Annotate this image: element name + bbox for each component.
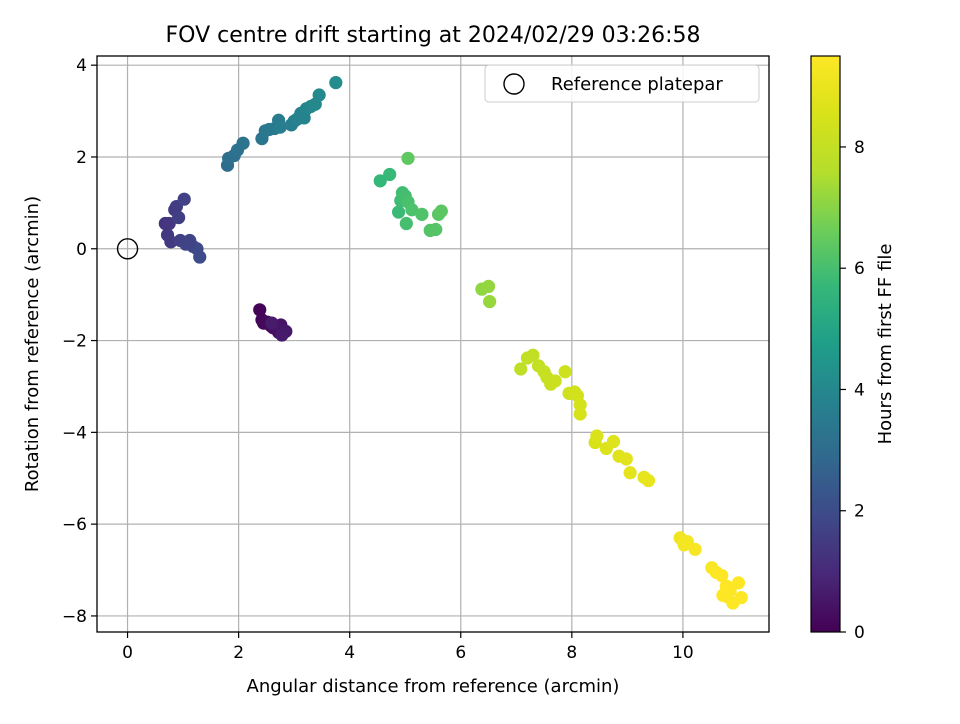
- data-point: [688, 542, 702, 556]
- data-point: [401, 151, 415, 165]
- x-tick-label: 10: [672, 643, 694, 663]
- x-tick-label: 8: [566, 643, 577, 663]
- colorbar-tick-label: 8: [854, 138, 865, 158]
- data-point: [329, 76, 343, 90]
- data-point: [573, 407, 587, 421]
- y-tick-label: −4: [62, 423, 87, 443]
- data-point: [514, 362, 528, 376]
- data-point: [573, 398, 587, 412]
- colorbar-tick-label: 0: [854, 623, 865, 643]
- reference-platepar-marker: [116, 238, 139, 260]
- data-point: [391, 205, 406, 219]
- data-point: [177, 192, 191, 206]
- data-point: [526, 348, 540, 362]
- x-tick-label: 2: [233, 643, 244, 663]
- colorbar-tick-label: 4: [854, 380, 865, 400]
- data-point: [265, 316, 279, 330]
- data-point: [405, 203, 419, 217]
- data-point: [548, 374, 562, 388]
- data-point: [619, 452, 633, 466]
- data-point: [558, 365, 572, 379]
- y-tick-label: 0: [76, 240, 87, 260]
- data-point: [273, 120, 287, 134]
- data-point: [715, 568, 729, 583]
- y-tick-label: 2: [76, 148, 87, 168]
- data-point: [383, 167, 397, 182]
- data-point: [172, 210, 186, 225]
- legend-box: [484, 64, 760, 103]
- data-point: [731, 576, 746, 590]
- data-points: [158, 76, 748, 610]
- data-point: [641, 473, 656, 488]
- x-tick-label: 0: [122, 643, 133, 663]
- data-point: [312, 88, 326, 102]
- y-tick-label: −8: [62, 607, 87, 627]
- data-point: [373, 174, 387, 188]
- data-point: [483, 294, 497, 309]
- data-point: [182, 236, 196, 250]
- grid: [97, 56, 769, 632]
- x-tick-label: 4: [344, 643, 355, 663]
- colorbar-ticks: 0 2 4 6 8: [840, 138, 865, 643]
- colorbar-tick-label: 2: [854, 502, 865, 522]
- colorbar-tick-label: 6: [854, 259, 865, 279]
- data-point: [253, 303, 267, 317]
- data-point: [193, 250, 207, 264]
- y-tick-label: −2: [62, 332, 87, 352]
- data-point: [623, 466, 637, 480]
- data-point: [415, 207, 429, 221]
- data-point: [236, 136, 250, 150]
- data-point: [734, 590, 748, 605]
- data-point: [162, 216, 176, 231]
- data-point: [606, 434, 621, 449]
- plot-frame: [96, 55, 770, 633]
- y-axis-label: Rotation from reference (arcmin): [22, 196, 43, 492]
- data-point: [590, 429, 604, 443]
- legend-marker-icon: [503, 73, 525, 95]
- data-point: [429, 222, 443, 237]
- y-tick-label: −6: [62, 515, 87, 535]
- x-axis-ticks: 0 2 4 6 8 10: [122, 632, 694, 663]
- data-point: [434, 204, 448, 218]
- x-tick-label: 6: [455, 643, 466, 663]
- data-point: [481, 279, 496, 293]
- data-point: [275, 328, 289, 342]
- colorbar: 0 2 4 6 8 Hours from first FF file: [810, 55, 896, 643]
- chart-title: FOV centre drift starting at 2024/02/29 …: [166, 23, 701, 48]
- colorbar-gradient: [810, 55, 841, 633]
- data-point: [720, 590, 734, 604]
- y-axis-ticks: −8 −6 −4 −2 0 2 4: [62, 56, 97, 627]
- colorbar-label: Hours from first FF file: [875, 244, 896, 445]
- legend-entry-label: Reference platepar: [551, 74, 723, 95]
- x-axis-label: Angular distance from reference (arcmin): [247, 676, 620, 697]
- legend: Reference platepar: [484, 64, 760, 103]
- reference-marker: [116, 238, 139, 260]
- y-tick-label: 4: [76, 56, 87, 76]
- data-point: [399, 216, 413, 231]
